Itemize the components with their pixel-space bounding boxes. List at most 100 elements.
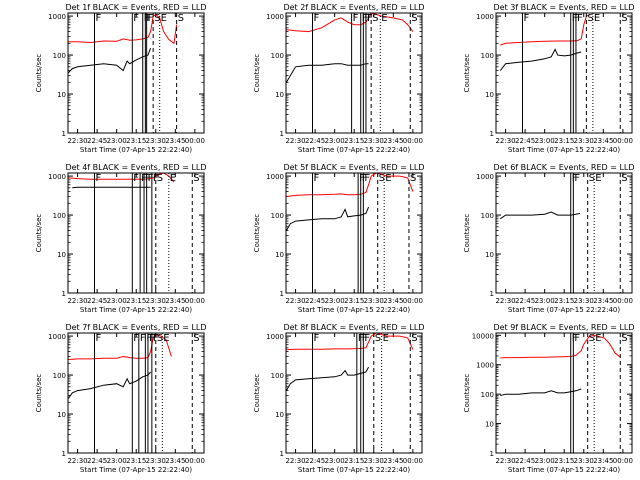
lld-rate-line [68,173,175,183]
x-tick-label: 23:30 [574,137,594,145]
marker-label-F: F [96,333,102,344]
x-tick-label: 23:15 [126,137,146,145]
x-tick-label: 22:45 [305,297,325,305]
event-rate-line [500,388,582,396]
x-tick-label: 22:45 [87,137,107,145]
y-tick-label: 1 [62,130,66,138]
x-tick-label: 23:30 [574,297,594,305]
x-tick-label: 22:30 [285,457,305,465]
x-tick-label: 23:30 [364,297,384,305]
y-tick-label: 100 [271,212,284,220]
x-axis-label: Start Time (07-Apr-15 22:22:40) [508,466,620,474]
marker-label-F: F [574,173,580,184]
detector-panel-7: Det 7f BLACK = Events, RED = LLD 1 10 100 10… [35,323,207,474]
event-rate-line [500,211,580,220]
marker-label-F: F [353,13,359,24]
x-tick-label: 22:30 [495,457,515,465]
y-tick-label: 10 [275,91,284,99]
x-tick-label: 23:00 [535,137,555,145]
detector-panel-3: Det 3f BLACK = Events, RED = LLD 1 10 100 10… [463,3,635,154]
lld-rate-line [286,173,414,197]
y-tick-label: 1000 [476,362,494,370]
marker-label-S: S [157,333,163,344]
x-tick-label: 23:45 [383,297,403,305]
panel-title: Det 9f BLACK = Events, RED = LLD [493,323,634,332]
y-tick-label: 100 [481,52,494,60]
x-tick-label: 22:45 [515,297,535,305]
y-tick-label: 1000 [266,333,284,341]
marker-label-F: F [146,333,152,344]
marker-label-S: S [379,173,385,184]
x-tick-label: 00:00 [613,137,633,145]
x-axis-label: Start Time (07-Apr-15 22:22:40) [508,146,620,154]
x-tick-label: 22:30 [495,137,515,145]
panel-title: Det 6f BLACK = Events, RED = LLD [493,163,634,172]
y-tick-label: 10 [57,91,66,99]
y-axis-label: Counts/sec [253,214,261,253]
panel-title: Det 5f BLACK = Events, RED = LLD [283,163,424,172]
marker-label-S: S [411,13,417,24]
plot-frame [495,12,633,134]
x-tick-label: 22:30 [67,457,87,465]
x-axis-label: Start Time (07-Apr-15 22:22:40) [298,306,410,314]
detector-panel-2: Det 2f BLACK = Events, RED = LLD 1 10 100 10… [253,3,425,154]
x-tick-label: 22:30 [285,137,305,145]
x-tick-label: 22:45 [305,137,325,145]
marker-label-S: S [154,13,160,24]
x-tick-label: 00:00 [403,297,423,305]
x-tick-label: 00:00 [185,457,205,465]
x-tick-label: 23:00 [107,457,127,465]
x-tick-label: 23:30 [146,137,166,145]
x-tick-label: 22:45 [515,137,535,145]
y-axis-label: Counts/sec [463,214,471,253]
y-tick-label: 100 [481,391,494,399]
panel-title: Det 2f BLACK = Events, RED = LLD [283,3,424,12]
y-tick-label: 1 [280,290,284,298]
x-tick-label: 23:30 [574,457,594,465]
plot-frame [495,332,633,454]
marker-label-S: S [621,13,627,24]
marker-label-F: F [133,13,139,24]
x-tick-label: 00:00 [185,297,205,305]
event-rate-line [68,371,151,399]
marker-label-F: F [96,173,102,184]
marker-label-F: F [314,333,320,344]
panel-title: Det 7f BLACK = Events, RED = LLD [65,323,206,332]
x-tick-label: 22:30 [285,297,305,305]
y-tick-label: 1000 [266,13,284,21]
marker-label-S: S [589,173,595,184]
marker-label-F: F [362,333,368,344]
marker-label-F: F [153,333,159,344]
lld-rate-line [286,13,414,33]
marker-label-F: F [153,173,159,184]
marker-label-S: S [193,173,199,184]
detector-panel-1: Det 1f BLACK = Events, RED = LLD 1 10 100 10… [35,3,207,154]
x-tick-label: 22:30 [495,297,515,305]
x-axis-label: Start Time (07-Apr-15 22:22:40) [508,306,620,314]
y-tick-label: 100 [53,372,66,380]
marker-label-S: S [621,333,627,344]
panel-title: Det 3f BLACK = Events, RED = LLD [493,3,634,12]
y-tick-label: 100 [271,52,284,60]
marker-label-E: E [594,13,600,24]
x-tick-label: 22:45 [87,297,107,305]
plot-frame [67,12,205,134]
marker-label-S: S [589,333,595,344]
x-tick-label: 23:45 [593,457,613,465]
x-tick-label: 23:00 [535,457,555,465]
marker-label-F: F [133,333,139,344]
marker-label-F: F [574,333,580,344]
marker-label-E: E [385,173,391,184]
x-tick-label: 23:45 [165,457,185,465]
detector-panel-9: Det 9f BLACK = Events, RED = LLD 1 10 100 10… [463,323,635,474]
marker-label-S: S [411,333,417,344]
x-tick-label: 22:30 [67,297,87,305]
y-tick-label: 1000 [476,173,494,181]
x-tick-label: 23:30 [364,457,384,465]
y-tick-label: 10 [485,91,494,99]
detector-panel-8: Det 8f BLACK = Events, RED = LLD 1 10 100 10… [253,323,425,474]
marker-label-F: F [572,13,578,24]
x-tick-label: 23:00 [325,457,345,465]
y-tick-label: 10 [57,411,66,419]
y-axis-label: Counts/sec [463,54,471,93]
